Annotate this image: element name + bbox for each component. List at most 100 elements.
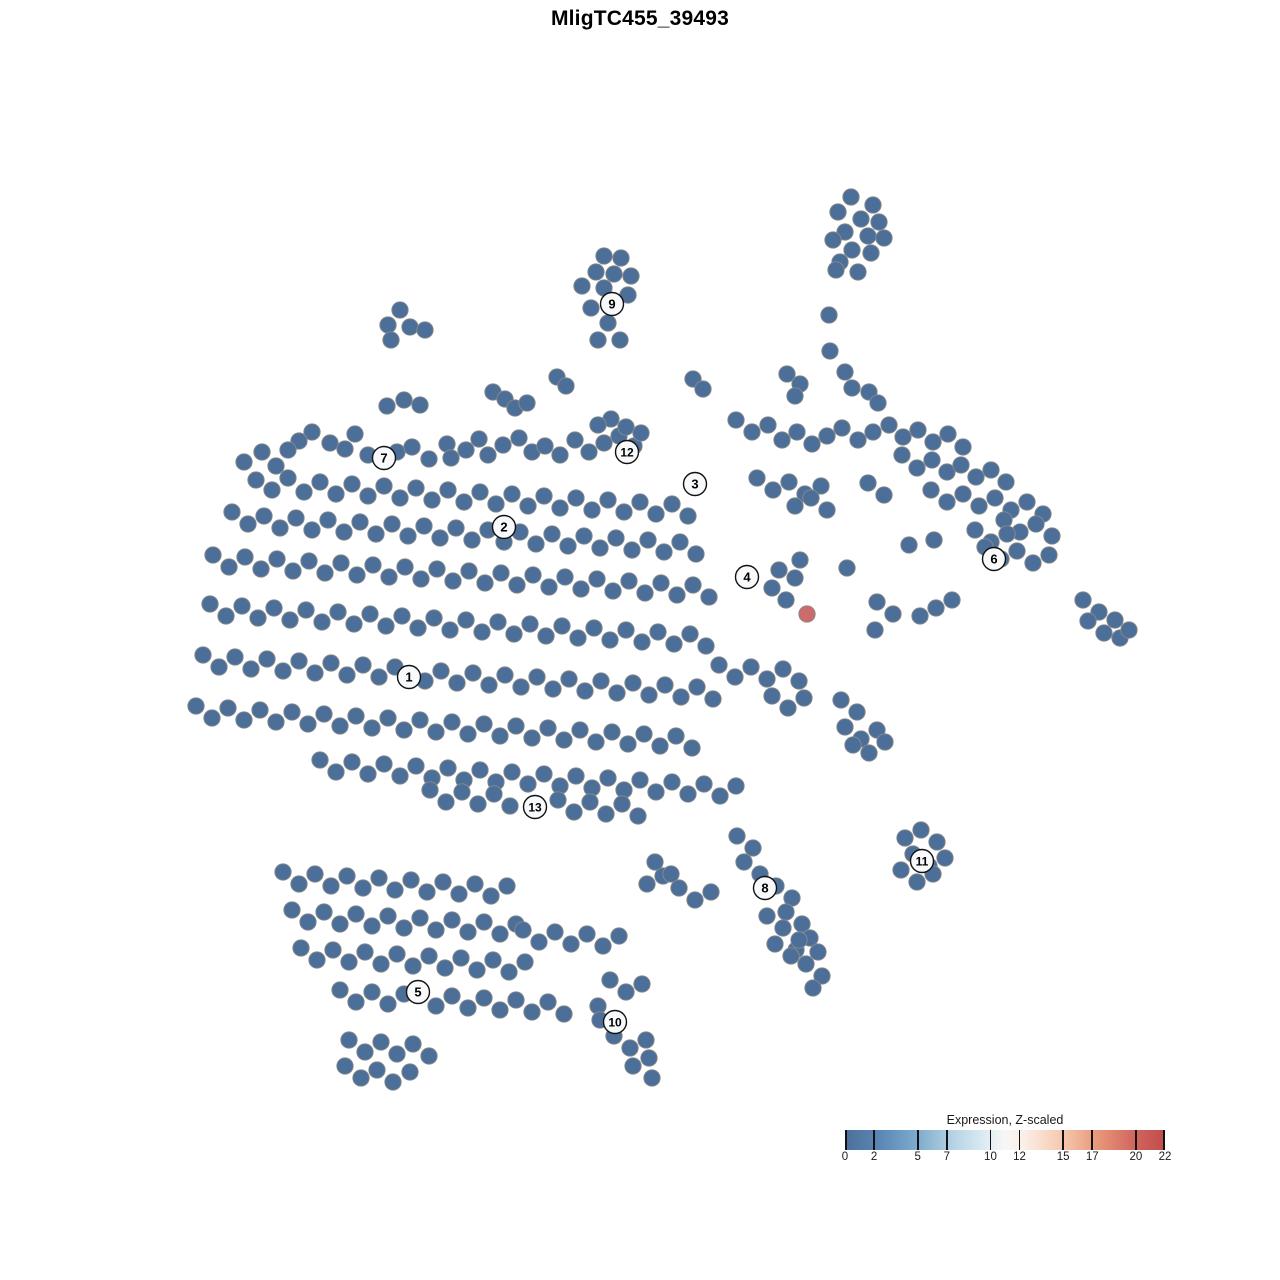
data-point — [595, 247, 613, 265]
data-point — [581, 793, 599, 811]
data-point — [668, 586, 686, 604]
data-point — [327, 485, 345, 503]
data-point — [892, 861, 910, 879]
data-point — [395, 721, 413, 739]
data-point — [927, 599, 945, 617]
data-point — [372, 1033, 390, 1051]
data-point — [494, 436, 512, 454]
data-point — [943, 591, 961, 609]
data-point — [726, 668, 744, 686]
data-point — [636, 584, 654, 602]
data-point — [300, 552, 318, 570]
data-point — [875, 486, 893, 504]
data-point — [498, 877, 516, 895]
data-point — [702, 883, 720, 901]
cluster-label-text: 11 — [916, 855, 929, 869]
data-point — [821, 342, 839, 360]
data-point — [363, 983, 381, 1001]
data-point — [391, 767, 409, 785]
data-point — [409, 619, 427, 637]
data-point — [836, 223, 854, 241]
data-point — [562, 935, 580, 953]
cluster-label-circle — [682, 471, 708, 497]
data-point — [829, 203, 847, 221]
data-point — [786, 497, 804, 515]
data-point — [565, 803, 583, 821]
data-point — [338, 666, 356, 684]
data-point — [283, 901, 301, 919]
data-point — [909, 421, 927, 439]
data-point — [204, 546, 222, 564]
data-point — [742, 658, 760, 676]
data-point — [361, 605, 379, 623]
data-point — [287, 509, 305, 527]
data-point — [938, 493, 956, 511]
cluster-label-circle — [752, 875, 778, 901]
data-point — [306, 664, 324, 682]
data-point — [640, 1049, 658, 1067]
data-point — [1079, 612, 1097, 630]
data-point — [727, 411, 745, 429]
data-point — [804, 979, 822, 997]
data-point — [338, 867, 356, 885]
cluster-label-circle — [981, 546, 1007, 572]
data-point — [594, 937, 612, 955]
data-point — [370, 869, 388, 887]
data-point — [420, 947, 438, 965]
data-point — [997, 473, 1015, 491]
data-point — [812, 477, 830, 495]
cluster-label-circle — [614, 439, 640, 465]
data-point — [401, 1063, 419, 1081]
data-point — [646, 853, 664, 871]
data-point — [267, 457, 285, 475]
data-point — [573, 277, 591, 295]
data-point — [967, 468, 985, 486]
data-point — [632, 424, 650, 442]
data-point — [615, 503, 633, 521]
data-point — [407, 757, 425, 775]
data-point — [832, 691, 850, 709]
data-point — [575, 527, 593, 545]
cluster-label-text: 8 — [761, 881, 768, 896]
data-point — [782, 947, 800, 965]
data-point — [363, 917, 381, 935]
data-point — [1018, 493, 1036, 511]
data-point — [459, 999, 477, 1017]
data-point — [348, 566, 366, 584]
data-point — [546, 923, 564, 941]
data-point — [523, 1003, 541, 1021]
data-point — [773, 431, 791, 449]
data-point — [203, 709, 221, 727]
data-point — [551, 499, 569, 517]
data-point — [923, 451, 941, 469]
data-point — [567, 489, 585, 507]
data-point — [459, 725, 477, 743]
data-point — [235, 711, 253, 729]
data-point — [487, 495, 505, 513]
legend-tick-mark — [845, 1130, 847, 1150]
data-point — [925, 531, 943, 549]
data-point — [599, 314, 617, 332]
data-point — [759, 416, 777, 434]
data-point — [852, 210, 870, 228]
data-point — [601, 631, 619, 649]
data-point — [448, 674, 466, 692]
data-point — [617, 621, 635, 639]
data-point — [331, 981, 349, 999]
data-point — [411, 909, 429, 927]
data-point — [827, 261, 845, 279]
data-point — [797, 955, 815, 973]
data-point — [516, 953, 534, 971]
cluster-label-text: 6 — [990, 552, 997, 567]
data-point — [396, 558, 414, 576]
data-point — [764, 481, 782, 499]
data-point — [809, 943, 827, 961]
data-point — [336, 1057, 354, 1075]
data-point — [697, 637, 715, 655]
data-point — [530, 933, 548, 951]
data-point — [432, 662, 450, 680]
data-point — [695, 775, 713, 793]
data-point — [364, 556, 382, 574]
data-point — [580, 443, 598, 461]
data-point — [450, 885, 468, 903]
